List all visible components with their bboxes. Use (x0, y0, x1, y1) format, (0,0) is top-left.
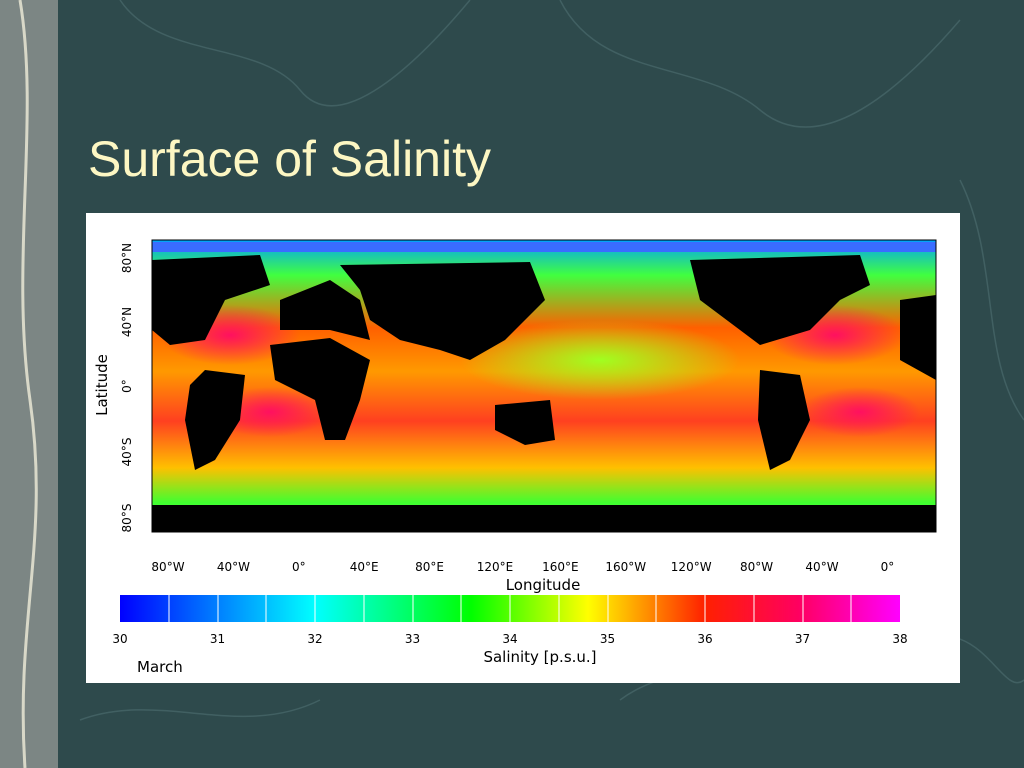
lon-tick-label: 80°W (151, 560, 184, 574)
lat-tick-label: 40°N (120, 307, 134, 337)
lon-tick-label: 40°E (350, 560, 379, 574)
colorbar-tick-label: 35 (600, 632, 615, 646)
colorbar-tick-label: 37 (795, 632, 810, 646)
colorbar-tick-label: 36 (697, 632, 712, 646)
colorbar-tick-label: 31 (210, 632, 225, 646)
month-label: March (137, 658, 183, 676)
colorbar (120, 595, 900, 622)
colorbar-tick-label: 38 (892, 632, 907, 646)
lon-tick-label: 0° (881, 560, 895, 574)
lat-tick-label: 40°S (120, 438, 134, 467)
lat-tick-label: 80°N (120, 243, 134, 273)
colorbar-tick-label: 30 (112, 632, 127, 646)
colorbar-tick-label: 32 (307, 632, 322, 646)
lon-label: Longitude (506, 576, 581, 594)
lat-label: Latitude (93, 354, 111, 416)
left-strip-line (18, 0, 38, 768)
colorbar-label: Salinity [p.s.u.] (483, 648, 596, 666)
lon-tick-label: 120°E (477, 560, 514, 574)
lat-tick-label: 80°S (120, 504, 134, 533)
lon-tick-label: 80°E (415, 560, 444, 574)
colorbar-tick-label: 34 (502, 632, 517, 646)
lat-tick-label: 0° (120, 379, 134, 393)
slide-title: Surface of Salinity (88, 131, 491, 187)
colorbar-tick-label: 33 (405, 632, 420, 646)
lon-tick-label: 120°W (671, 560, 712, 574)
lon-tick-label: 80°W (740, 560, 773, 574)
lon-tick-label: 0° (292, 560, 306, 574)
lon-tick-label: 160°W (605, 560, 646, 574)
lon-tick-label: 40°W (217, 560, 250, 574)
lon-tick-label: 40°W (805, 560, 838, 574)
salinity-map (151, 239, 937, 533)
lon-tick-label: 160°E (542, 560, 579, 574)
